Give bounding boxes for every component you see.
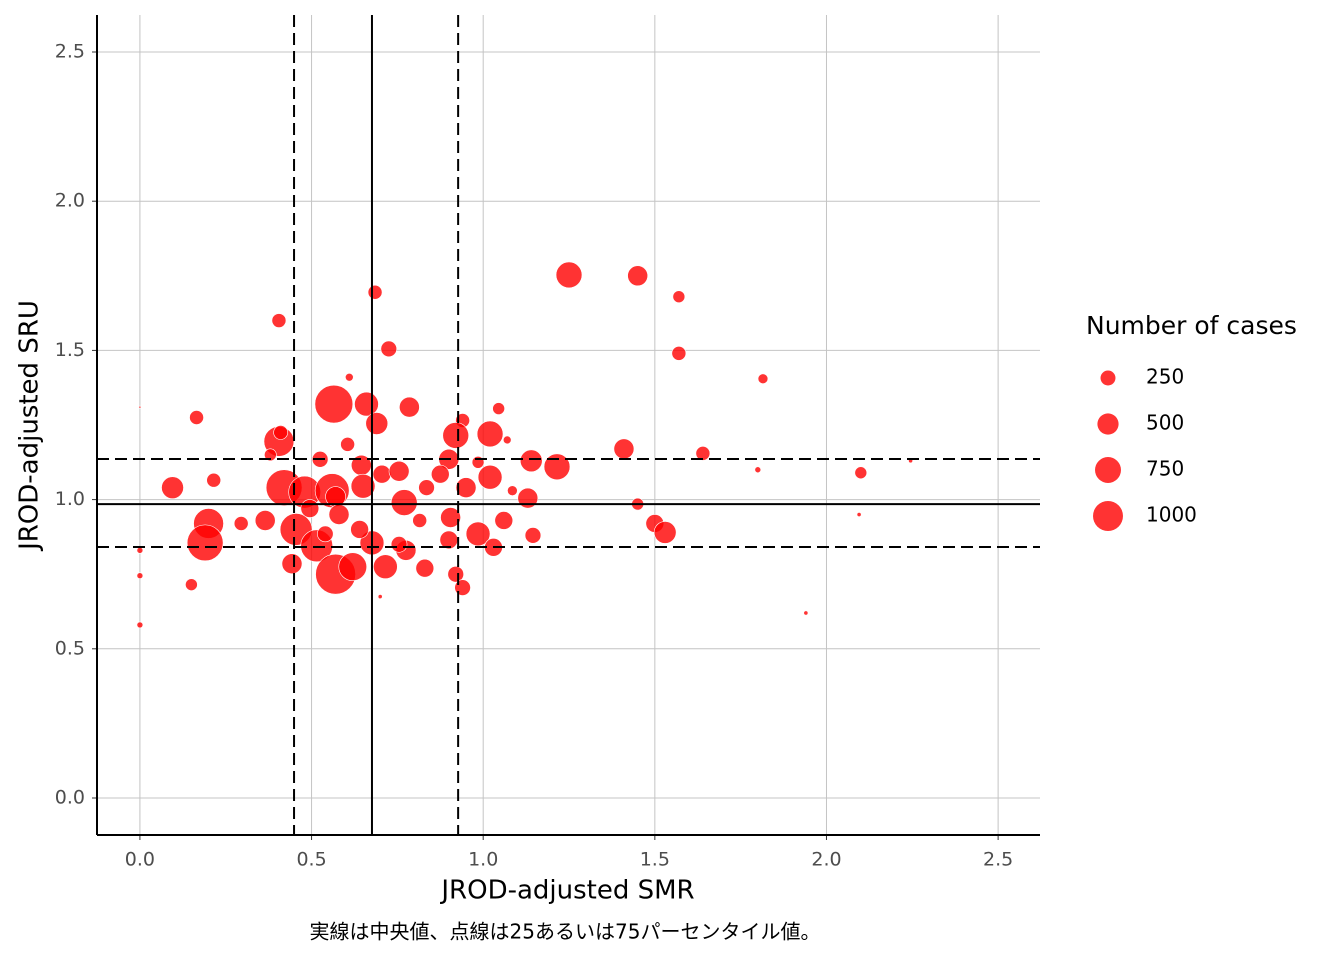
bubble [854, 466, 868, 480]
bubble [455, 477, 477, 499]
bubble [494, 511, 514, 530]
bubble [524, 527, 542, 544]
y-tick-label: 2.0 [55, 190, 85, 212]
legend-label: 750 [1146, 457, 1184, 481]
bubble [186, 524, 224, 562]
legend-title: Number of cases [1086, 311, 1297, 340]
y-tick-label: 1.5 [55, 339, 85, 361]
bubble [390, 536, 408, 553]
bubble [507, 485, 518, 496]
legend-key [1093, 501, 1123, 531]
bubble [161, 476, 184, 499]
bubble [757, 373, 769, 385]
bubble [367, 284, 383, 300]
legend-label: 250 [1146, 365, 1184, 389]
bubble [543, 453, 571, 481]
bubble [671, 346, 687, 361]
bubble [380, 340, 398, 358]
bubble [273, 425, 288, 440]
bubble [653, 521, 677, 544]
bubble [314, 384, 354, 424]
bubble [476, 420, 504, 448]
bubble [519, 449, 543, 473]
x-tick-label: 0.5 [296, 849, 326, 871]
bubble [695, 446, 711, 461]
bubble [803, 610, 809, 616]
bubble [281, 553, 303, 575]
bubble [300, 499, 320, 518]
bubble [856, 512, 862, 517]
y-axis-title: JROD-adjusted SRU [15, 300, 45, 552]
bubble [465, 521, 491, 547]
x-tick-label: 1.5 [640, 849, 670, 871]
bubble [415, 558, 435, 578]
bubble [345, 372, 354, 382]
bubble [350, 520, 369, 539]
legend-label: 1000 [1146, 503, 1197, 527]
y-tick-label: 1.0 [55, 488, 85, 510]
bubble [672, 290, 686, 303]
bubble [317, 525, 334, 543]
caption: 実線は中央値、点線は25あるいは75パーセンタイル値。 [310, 920, 821, 944]
bubble [189, 410, 204, 425]
bubble [430, 464, 450, 484]
bubble [254, 510, 276, 531]
bubble [390, 489, 418, 516]
bubble [136, 572, 144, 579]
bubble [454, 579, 471, 596]
y-tick-label: 0.0 [55, 786, 85, 808]
bubble [350, 473, 376, 499]
bubble [136, 621, 144, 629]
bubble [388, 460, 410, 482]
bubble [442, 422, 470, 449]
legend-key [1095, 457, 1121, 483]
bubble [399, 396, 420, 418]
legend-key [1097, 413, 1119, 435]
legend-key [1100, 370, 1116, 386]
x-tick-label: 0.0 [125, 849, 155, 871]
bubble [555, 261, 583, 289]
bubble [627, 265, 649, 287]
x-tick-label: 2.5 [983, 849, 1013, 871]
bubble [185, 578, 198, 591]
bubble [440, 507, 461, 528]
bubble [477, 464, 503, 490]
bubble [206, 472, 222, 488]
bubble [373, 554, 398, 580]
legend-label: 500 [1146, 411, 1184, 435]
bubble [492, 402, 505, 415]
x-axis-title: JROD-adjusted SMR [439, 876, 694, 906]
bubble [136, 547, 144, 554]
bubble [447, 565, 464, 583]
y-tick-label: 0.5 [55, 637, 85, 659]
x-tick-label: 1.0 [468, 849, 498, 871]
bubble [365, 412, 389, 435]
bubble [754, 466, 762, 474]
bubble [264, 448, 277, 462]
bubble [372, 464, 392, 484]
x-tick-label: 2.0 [811, 849, 841, 871]
bubble [271, 313, 287, 328]
bubble [233, 516, 249, 531]
bubble [328, 504, 350, 525]
bubble [517, 487, 539, 509]
bubble [338, 552, 368, 582]
bubble [377, 594, 383, 599]
bubble [613, 438, 635, 460]
bubble [418, 479, 435, 496]
y-tick-label: 2.5 [55, 41, 85, 63]
bubble [412, 513, 428, 528]
bubble [340, 437, 355, 452]
bubble [138, 405, 142, 409]
bubble [502, 435, 512, 445]
